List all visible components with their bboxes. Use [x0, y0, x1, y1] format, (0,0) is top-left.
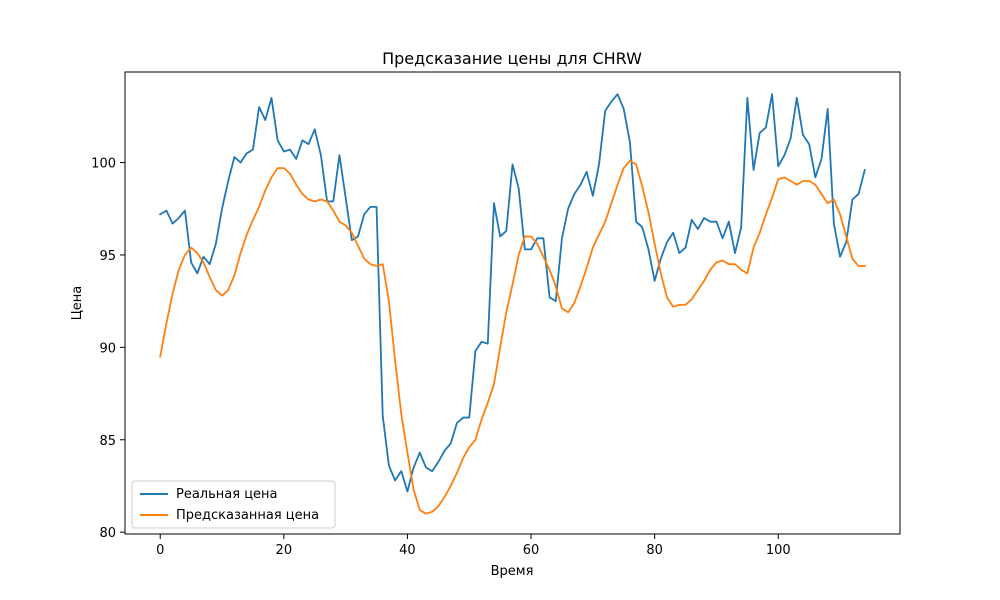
legend-label-predicted-price: Предсказанная цена [176, 508, 319, 523]
y-tick-label: 100 [91, 157, 116, 172]
y-tick-label: 95 [99, 249, 116, 264]
x-axis-title: Время [491, 564, 534, 579]
y-tick-label: 90 [99, 341, 116, 356]
y-tick-label: 80 [99, 526, 116, 541]
y-axis: 80 85 90 95 100 [91, 157, 125, 541]
x-tick-label: 20 [276, 543, 293, 558]
x-axis: 0 20 40 60 80 100 [156, 534, 791, 558]
series-layer [158, 93, 866, 515]
chart-title: Предсказание цены для CHRW [382, 49, 642, 68]
x-tick-label: 40 [399, 543, 416, 558]
series-line-0 [158, 93, 866, 493]
x-tick-label: 60 [523, 543, 540, 558]
x-tick-label: 100 [766, 543, 791, 558]
legend-box [131, 480, 336, 529]
series-line-1 [159, 159, 866, 515]
x-tick-label: 80 [646, 543, 663, 558]
x-tick-label: 0 [156, 543, 164, 558]
legend-label-real-price: Реальная цена [176, 487, 278, 502]
y-axis-title: Цена [70, 286, 85, 321]
y-tick-label: 85 [99, 434, 116, 449]
plot-area [124, 71, 901, 535]
legend: Реальная цена Предсказанная цена [131, 480, 336, 529]
plot-frame [124, 71, 901, 535]
